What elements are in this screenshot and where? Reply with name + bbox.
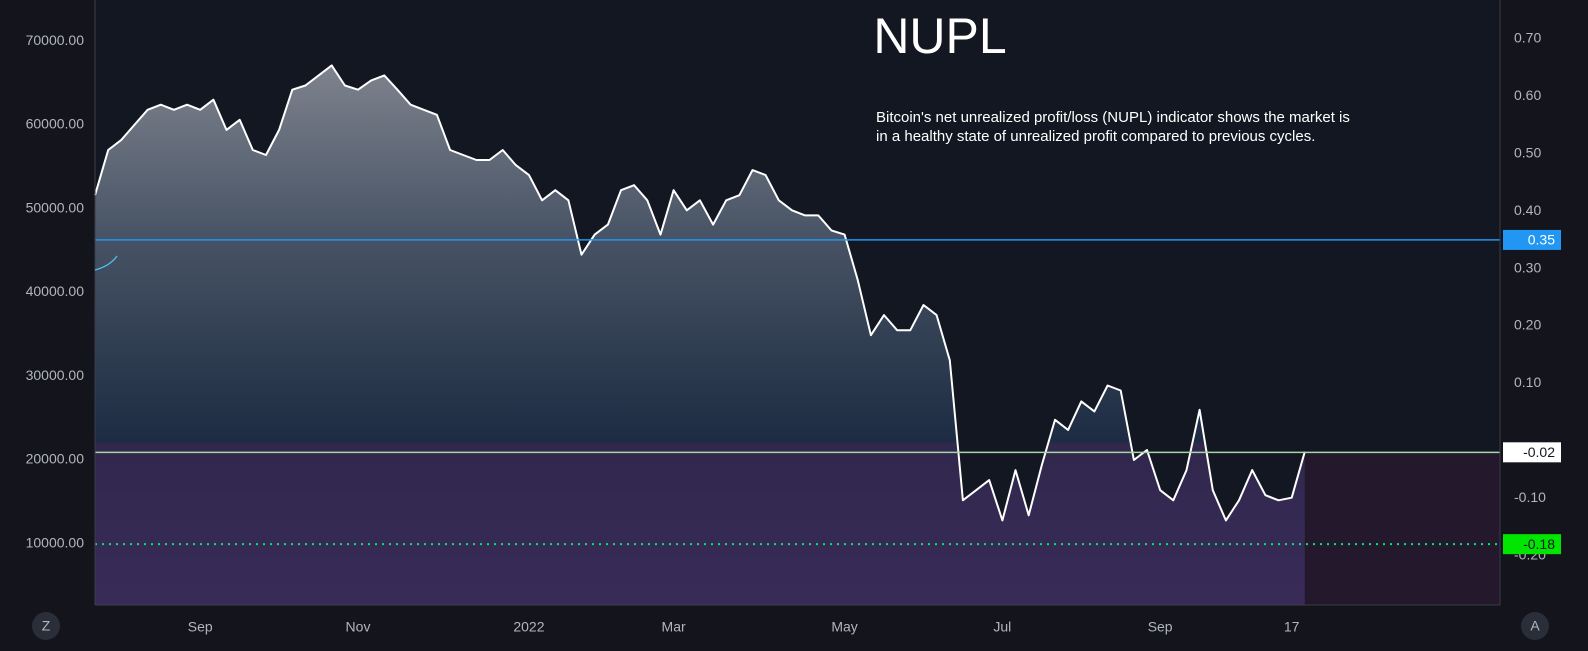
- x-tick-label: 2022: [513, 619, 544, 635]
- price-area: [95, 65, 1305, 605]
- y2-tick-label: 0.30: [1514, 259, 1541, 275]
- reference-label: -0.02: [1523, 444, 1555, 460]
- x-tick-label: May: [831, 619, 857, 635]
- y2-tick-label: 0.20: [1514, 317, 1541, 333]
- chart-title: NUPL: [873, 8, 1006, 64]
- future-zone: [1304, 452, 1500, 605]
- y-tick-label: 70000.00: [26, 32, 85, 48]
- reference-label: 0.35: [1528, 232, 1555, 248]
- plot-layer: [94, 64, 1500, 605]
- annotation-line: Bitcoin's net unrealized profit/loss (NU…: [876, 109, 1350, 126]
- x-tick-label: Nov: [346, 619, 371, 635]
- auto-button[interactable]: [1521, 612, 1549, 640]
- x-tick-label: 17: [1284, 619, 1300, 635]
- annotation-line: in a healthy state of unrealized profit …: [876, 128, 1315, 145]
- price-line: [94, 64, 1306, 522]
- y2-tick-label: 0.60: [1514, 87, 1541, 103]
- reference-label-box: [1503, 442, 1561, 463]
- y2-tick-label: 0.50: [1514, 145, 1541, 161]
- auto-button-label[interactable]: A: [1530, 618, 1540, 634]
- reference-label-box: [1503, 534, 1561, 555]
- y2-tick-label: 0.10: [1514, 374, 1541, 390]
- x-tick-label: Mar: [662, 619, 686, 635]
- y-tick-label: 50000.00: [26, 199, 85, 215]
- y-tick-label: 30000.00: [26, 367, 85, 383]
- x-tick-label: Jul: [993, 619, 1011, 635]
- y2-tick-label: 0.70: [1514, 30, 1541, 46]
- y-tick-label: 10000.00: [26, 535, 85, 551]
- y-tick-label: 60000.00: [26, 116, 85, 132]
- indicator-stub: [94, 255, 118, 271]
- y2-tick-label: 0.40: [1514, 202, 1541, 218]
- y-tick-label: 20000.00: [26, 451, 85, 467]
- x-tick-label: Sep: [1148, 619, 1173, 635]
- y2-tick-label: -0.10: [1514, 489, 1546, 505]
- reference-label: -0.18: [1523, 536, 1555, 552]
- scale-button-label[interactable]: Z: [42, 618, 51, 634]
- reference-label-box: [1503, 229, 1561, 250]
- x-tick-label: Sep: [188, 619, 213, 635]
- scale-button[interactable]: [32, 612, 60, 640]
- y-tick-label: 40000.00: [26, 283, 85, 299]
